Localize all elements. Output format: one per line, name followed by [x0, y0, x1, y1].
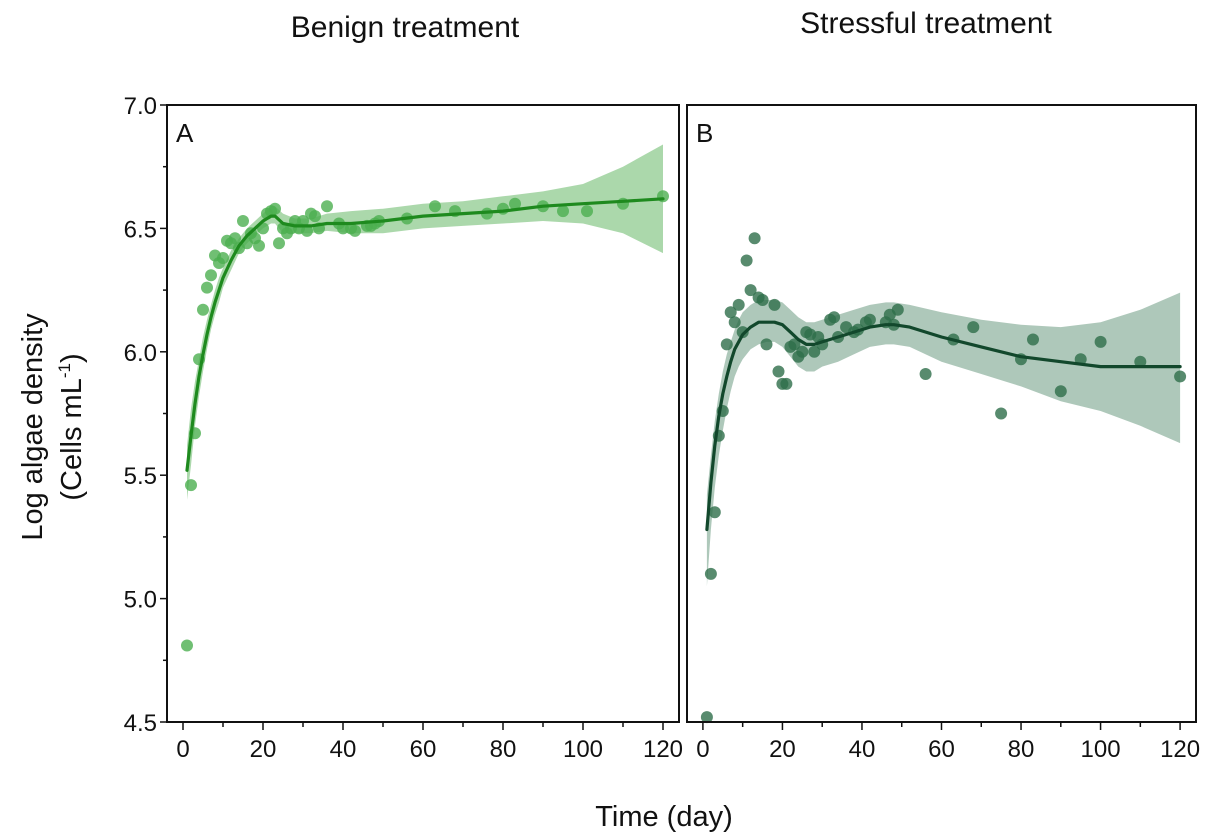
data-point-b-46 — [1027, 333, 1039, 346]
panel-letter-b: B — [696, 118, 713, 148]
fit-line-a — [185, 197, 665, 472]
data-point-b-0 — [700, 711, 713, 724]
data-point-b-9 — [736, 326, 749, 339]
data-point-a-48 — [509, 197, 521, 210]
confidence-band-b — [706, 292, 1181, 587]
data-point-b-19 — [780, 377, 793, 390]
x-tick-label-b-1: 20 — [769, 736, 796, 763]
x-tick-label-a-1: 20 — [250, 736, 277, 763]
x-tick-label-a-5: 100 — [563, 736, 603, 763]
x-tick-label-a-4: 80 — [490, 736, 517, 763]
data-point-a-12 — [229, 232, 241, 245]
data-point-a-32 — [309, 210, 321, 223]
data-point-b-50 — [1134, 355, 1147, 368]
x-tick-label-a-3: 60 — [410, 736, 437, 763]
data-point-b-15 — [760, 338, 773, 351]
data-point-a-44 — [429, 200, 441, 213]
y-axis-label-superscript: -1 — [55, 363, 74, 378]
y-axis-label-line2: (Cells mL-1) — [55, 353, 88, 500]
panel-stressful: B 0 20 40 60 80 100 120 — [686, 104, 1200, 763]
x-tick-label-b-4: 80 — [1008, 736, 1035, 763]
data-point-b-6 — [724, 306, 737, 319]
x-tick-label-a-6: 120 — [643, 736, 683, 763]
data-point-a-51 — [581, 205, 593, 218]
data-point-b-2 — [708, 506, 721, 519]
y-tick-label-3: 5.5 — [124, 463, 157, 490]
y-tick-label-2: 6.0 — [124, 340, 157, 367]
y-tick-label-4: 5.0 — [124, 587, 157, 614]
data-point-b-12 — [748, 232, 761, 245]
data-point-b-5 — [720, 338, 733, 351]
x-tick-label-b-3: 60 — [928, 736, 955, 763]
data-point-a-6 — [205, 269, 217, 282]
data-point-b-10 — [740, 254, 753, 267]
panel-b-title: Stressful treatment — [800, 7, 1052, 40]
data-point-b-49 — [1094, 335, 1107, 348]
data-point-b-44 — [995, 407, 1008, 420]
y-axis: 7.0 6.5 6.0 5.5 5.0 4.5 — [124, 93, 167, 737]
data-point-a-5 — [201, 281, 213, 294]
panel-letter-a: A — [176, 118, 194, 148]
panel-benign: A 0 20 40 60 80 100 120 — [166, 104, 683, 763]
data-point-a-18 — [253, 239, 265, 252]
data-point-b-16 — [768, 298, 781, 311]
x-axis-label: Time (day) — [595, 801, 733, 833]
data-point-b-51 — [1174, 370, 1187, 383]
data-point-b-43 — [967, 321, 980, 334]
data-point-b-7 — [728, 316, 741, 329]
confidence-band-a — [187, 144, 663, 500]
x-tick-label-b-5: 100 — [1081, 736, 1121, 763]
data-point-b-17 — [772, 365, 785, 378]
data-point-a-50 — [557, 205, 569, 218]
data-point-b-14 — [756, 294, 769, 306]
data-point-b-11 — [744, 284, 757, 297]
x-tick-label-a-0: 0 — [176, 736, 189, 763]
fit-line-b — [705, 320, 1182, 532]
data-point-b-8 — [732, 298, 745, 311]
data-point-b-23 — [796, 345, 809, 358]
data-point-a-4 — [197, 303, 209, 316]
data-point-a-38 — [349, 224, 361, 237]
data-point-a-9 — [217, 252, 229, 264]
x-tick-label-a-2: 40 — [330, 736, 357, 763]
y-axis-label-line1: Log algae density — [17, 313, 49, 541]
data-point-b-36 — [863, 313, 876, 326]
data-point-a-34 — [321, 200, 333, 213]
y-tick-label-5: 4.5 — [124, 710, 157, 737]
x-tick-label-b-2: 40 — [849, 736, 876, 763]
x-tick-label-b-0: 0 — [696, 736, 709, 763]
y-axis-label-prefix: (Cells mL — [56, 378, 88, 500]
data-point-a-14 — [237, 215, 249, 227]
y-tick-label-1: 6.5 — [124, 216, 157, 243]
data-point-b-21 — [788, 338, 801, 351]
data-point-a-29 — [297, 215, 309, 227]
data-point-a-23 — [273, 237, 285, 250]
data-point-b-1 — [704, 567, 717, 580]
data-point-a-30 — [301, 224, 313, 237]
data-point-b-40 — [891, 303, 904, 316]
x-tick-label-b-6: 120 — [1160, 736, 1200, 763]
data-point-b-30 — [828, 311, 841, 324]
y-axis-label-suffix: ) — [56, 353, 88, 363]
panel-a-title: Benign treatment — [291, 11, 520, 44]
y-tick-label-0: 7.0 — [124, 93, 157, 120]
data-point-a-1 — [185, 479, 197, 492]
data-point-b-26 — [808, 345, 821, 358]
data-point-b-47 — [1054, 385, 1067, 398]
data-point-a-22 — [269, 202, 281, 215]
data-point-b-41 — [919, 368, 932, 380]
data-point-a-0 — [181, 639, 193, 652]
